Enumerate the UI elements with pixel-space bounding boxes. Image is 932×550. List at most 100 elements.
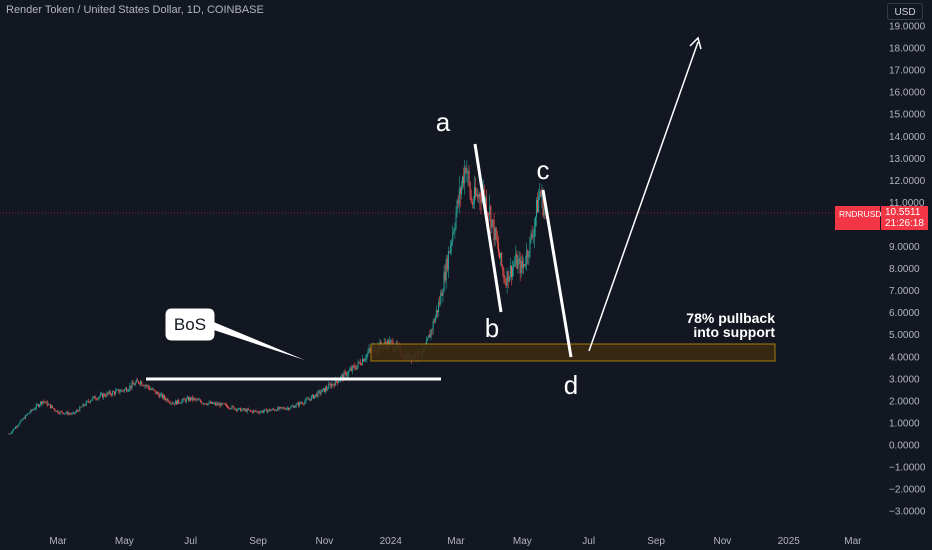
candle-body xyxy=(157,392,159,395)
candle-body xyxy=(107,392,109,394)
candle-body xyxy=(249,409,251,411)
candle-body xyxy=(167,398,169,402)
bos-callout[interactable] xyxy=(164,307,319,366)
candle-body xyxy=(78,410,80,412)
candle-body xyxy=(41,401,43,404)
candle-body xyxy=(98,396,100,398)
candle-body xyxy=(94,396,96,400)
candle-body xyxy=(193,398,195,401)
support-zone[interactable] xyxy=(370,343,776,362)
candle-body xyxy=(463,176,465,184)
candle-body xyxy=(504,278,506,283)
candle-body xyxy=(455,213,457,228)
candle-body xyxy=(291,406,293,408)
candle-body xyxy=(465,167,467,173)
candle-body xyxy=(96,399,98,400)
wave-label-a: a xyxy=(436,107,451,137)
candle-body xyxy=(487,212,489,214)
candle-body xyxy=(357,361,359,366)
candle-body xyxy=(307,398,309,400)
candle-body xyxy=(205,403,207,405)
candle-body xyxy=(466,172,468,174)
x-tick-label: Sep xyxy=(647,536,665,547)
candle-body xyxy=(456,200,458,214)
candle-body xyxy=(89,401,91,403)
candle-body xyxy=(282,407,284,409)
candle-body xyxy=(365,358,367,360)
candle-body xyxy=(216,403,218,405)
candle-body xyxy=(484,197,486,203)
y-tick-label: 19.0000 xyxy=(889,22,926,33)
candle-body xyxy=(23,418,25,419)
candle-body xyxy=(233,406,235,410)
candle-body xyxy=(452,232,454,242)
candle-body xyxy=(28,413,30,414)
projection-arrow[interactable] xyxy=(588,41,699,352)
candle-body xyxy=(18,424,20,426)
candle-body xyxy=(346,374,348,377)
candle-body xyxy=(310,396,312,401)
candle-body xyxy=(314,395,316,399)
candle-body xyxy=(303,403,305,405)
candle-body xyxy=(73,412,75,414)
candle-body xyxy=(60,411,62,413)
candle-body xyxy=(266,409,268,413)
candle-body xyxy=(355,368,357,370)
candle-body xyxy=(358,361,360,363)
candle-body xyxy=(214,402,216,404)
candle-body xyxy=(151,389,153,390)
candle-body xyxy=(29,412,31,414)
candle-body xyxy=(126,388,128,392)
candle-body xyxy=(368,348,370,353)
candle-body xyxy=(528,255,530,258)
candle-body xyxy=(243,408,245,411)
candle-body xyxy=(241,409,243,412)
candle-body xyxy=(155,390,157,394)
candle-body xyxy=(75,410,77,413)
candle-body xyxy=(187,397,189,401)
candle-body xyxy=(160,393,162,395)
candle-body xyxy=(85,401,87,406)
candle-body xyxy=(502,265,504,271)
leg-a-b[interactable] xyxy=(473,143,503,313)
leg-c-d[interactable] xyxy=(541,189,573,358)
y-tick-label: 9.0000 xyxy=(889,242,920,253)
candle-body xyxy=(341,375,343,377)
candle-body xyxy=(369,348,371,350)
candle-body xyxy=(443,272,445,292)
candle-body xyxy=(276,410,278,411)
y-tick-label: 5.0000 xyxy=(889,330,920,341)
y-tick-label: 12.0000 xyxy=(889,176,926,187)
candle-body xyxy=(54,408,56,411)
candle-body xyxy=(65,413,67,414)
candle-body xyxy=(325,387,327,393)
candle-body xyxy=(437,310,439,313)
bar-countdown: 21:26:18 xyxy=(885,218,924,229)
candle-body xyxy=(294,406,296,408)
candle-body xyxy=(315,394,317,396)
candle-body xyxy=(500,252,502,259)
bos-label: BoS xyxy=(174,315,206,334)
candle-body xyxy=(244,409,246,411)
candle-body xyxy=(531,233,533,238)
candle-body xyxy=(130,385,132,389)
candle-body xyxy=(67,411,69,415)
candle-body xyxy=(229,407,231,409)
candle-body xyxy=(50,405,52,408)
candle-body xyxy=(472,202,474,205)
candle-body xyxy=(313,394,315,399)
candle-body xyxy=(501,252,503,266)
candle-body xyxy=(366,354,368,359)
candle-body xyxy=(27,413,29,415)
candle-body xyxy=(77,410,79,412)
candle-body xyxy=(119,391,121,393)
candle-body xyxy=(514,263,516,266)
candle-body xyxy=(36,404,38,406)
candle-body xyxy=(334,379,336,386)
candle-body xyxy=(323,388,325,393)
candle-body xyxy=(223,403,225,405)
candle-body xyxy=(361,359,363,365)
currency-button[interactable]: USD xyxy=(887,3,923,20)
